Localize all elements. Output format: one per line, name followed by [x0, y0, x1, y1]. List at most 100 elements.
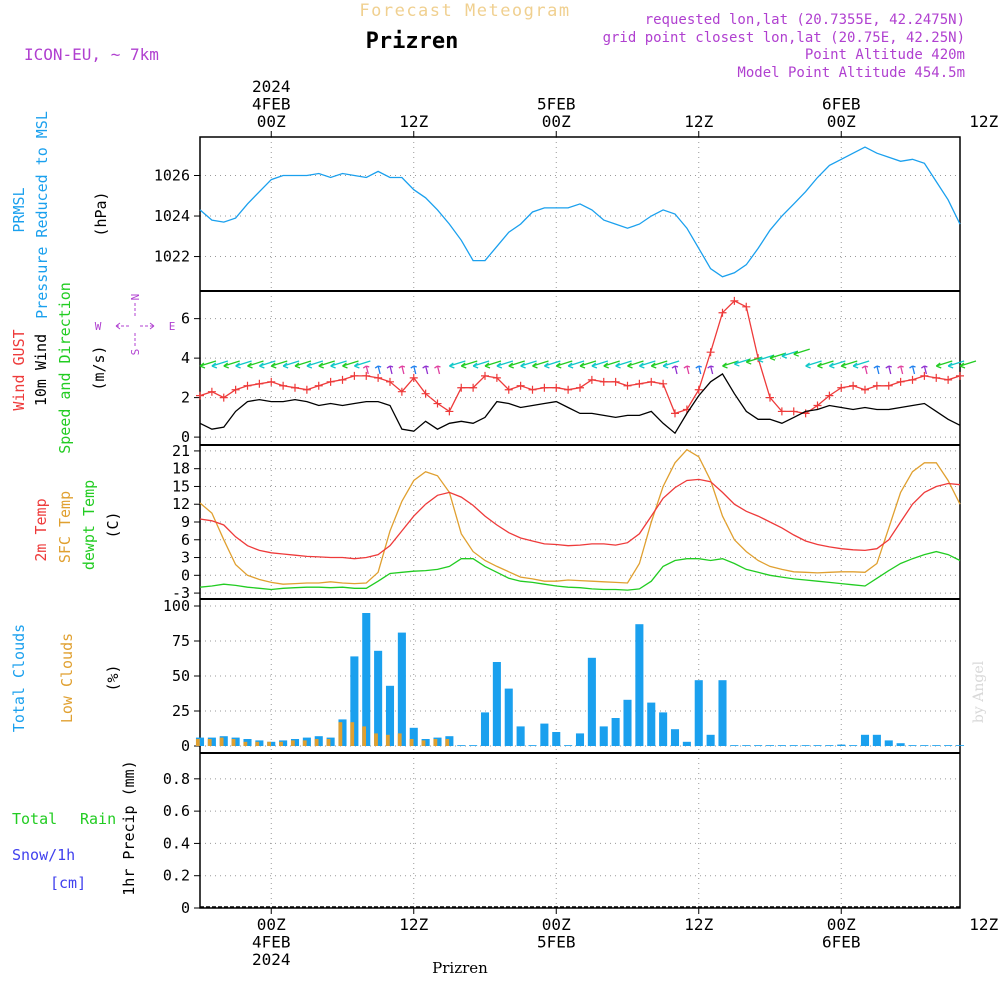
- low-cloud-bar: [290, 740, 295, 746]
- total-cloud-bar: [302, 737, 311, 746]
- time-label-top: 5FEB: [537, 95, 576, 114]
- time-label-top: 6FEB: [822, 95, 861, 114]
- wind-arrow: [793, 348, 810, 357]
- total-cloud-bar: [825, 745, 834, 746]
- total-cloud-bar: [801, 745, 810, 746]
- gust-line: [199, 300, 961, 415]
- time-label-bottom: 12Z: [684, 915, 713, 934]
- gust-marker: [255, 379, 264, 388]
- low-cloud-bar: [302, 740, 307, 746]
- wind-arrow: [603, 360, 620, 369]
- total-cloud-bar: [670, 729, 680, 746]
- wind-arrow: [282, 360, 300, 369]
- low-cloud-bar: [207, 739, 212, 746]
- gust-marker: [350, 371, 359, 380]
- total-cloud-bar: [385, 685, 395, 746]
- wind-arrow: [897, 365, 904, 375]
- wind-arrow: [921, 365, 928, 375]
- wind-arrow: [722, 360, 739, 369]
- wind-arrow: [638, 360, 656, 369]
- precip-ytick-label: 0.2: [163, 867, 190, 885]
- wind-arrow: [508, 360, 525, 369]
- wind-arrow: [852, 360, 870, 369]
- total-cloud-bar: [872, 734, 881, 746]
- temp-2m-line: [199, 478, 961, 560]
- gust-marker: [279, 381, 288, 390]
- wind-arrow: [567, 360, 585, 369]
- wind-dir-label: Speed and Direction: [56, 282, 74, 454]
- gust-marker: [742, 302, 751, 311]
- total-clouds-label: Total Clouds: [10, 624, 28, 732]
- low-cloud-bar: [445, 739, 450, 746]
- wind-arrow: [342, 360, 359, 369]
- total-cloud-bar: [694, 680, 703, 746]
- wind-unit: (m/s): [90, 345, 108, 390]
- time-label-top: 00Z: [257, 112, 286, 131]
- compass-rose: N S W E: [95, 294, 176, 356]
- total-cloud-bar: [552, 732, 561, 746]
- wind-arrow: [591, 360, 609, 369]
- total-cloud-bar: [932, 745, 941, 746]
- compass-arrows-icon: [115, 303, 155, 346]
- requested-coords: requested lon,lat (20.7355E, 42.2475N): [645, 12, 965, 28]
- low-cloud-bar: [314, 739, 319, 746]
- total-cloud-bar: [314, 736, 323, 746]
- wind-arrow: [650, 360, 668, 369]
- temp-dewpt-label: dewpt Temp: [80, 480, 98, 570]
- gust-marker: [671, 409, 679, 418]
- wind-arrow: [520, 360, 537, 369]
- gust-marker: [504, 385, 513, 394]
- temp-ytick-label: 18: [172, 460, 190, 478]
- gust-marker: [813, 401, 822, 410]
- total-cloud-bar: [445, 736, 454, 746]
- gust-marker: [540, 383, 549, 392]
- total-cloud-bar: [469, 745, 478, 746]
- total-cloud-bar: [362, 613, 371, 746]
- precip-ytick-label: 0.4: [163, 834, 190, 852]
- low-cloud-bar: [409, 739, 414, 746]
- total-cloud-bar: [884, 740, 893, 746]
- precip-cm-label: [cm]: [50, 874, 86, 892]
- gust-marker: [219, 393, 228, 402]
- low-cloud-bar: [243, 741, 248, 746]
- wind-arrow: [769, 352, 787, 361]
- temp-ytick-label: 12: [172, 495, 190, 513]
- total-cloud-bar: [267, 741, 276, 746]
- total-cloud-bar: [611, 718, 620, 746]
- precip-rain-label: Rain: [80, 810, 116, 828]
- low-cloud-bar: [374, 733, 378, 746]
- gust-marker: [528, 385, 537, 394]
- total-cloud-bar: [290, 739, 300, 746]
- gust-marker: [896, 377, 905, 386]
- wind-arrow: [695, 365, 702, 375]
- time-label-top: 00Z: [542, 112, 571, 131]
- time-label-bottom: 4FEB: [252, 933, 291, 952]
- low-cloud-bar: [362, 726, 367, 746]
- pressure-ytick-label: 1022: [154, 248, 190, 266]
- low-cloud-bar: [433, 739, 438, 746]
- gust-marker: [207, 387, 216, 396]
- station-title: Prizren: [366, 29, 459, 54]
- precip-ytick-label: 0.6: [163, 802, 190, 820]
- time-label-bottom: 5FEB: [537, 933, 576, 952]
- wind-arrow: [781, 350, 799, 359]
- gust-marker: [611, 377, 620, 386]
- low-cloud-bar: [338, 722, 343, 746]
- total-cloud-bar: [777, 745, 786, 746]
- chart-layer: 1022102410260246-30369121518210255075100…: [154, 77, 999, 969]
- gust-marker: [326, 377, 335, 386]
- wind-arrow: [306, 360, 324, 369]
- total-cloud-bar: [338, 719, 347, 746]
- total-cloud-bar: [374, 650, 383, 746]
- gust-marker: [243, 381, 252, 390]
- wind-arrow: [959, 360, 977, 369]
- product-title: Forecast Meteogram: [359, 1, 570, 21]
- dewpt-line: [199, 550, 961, 591]
- wind-arrow: [805, 360, 822, 369]
- cloud-ytick-label: 25: [172, 702, 190, 720]
- low-cloud-bar: [219, 737, 224, 746]
- total-cloud-bar: [837, 744, 846, 746]
- total-cloud-bar: [516, 726, 525, 746]
- time-label-bottom: 6FEB: [822, 933, 861, 952]
- gust-marker: [433, 399, 442, 408]
